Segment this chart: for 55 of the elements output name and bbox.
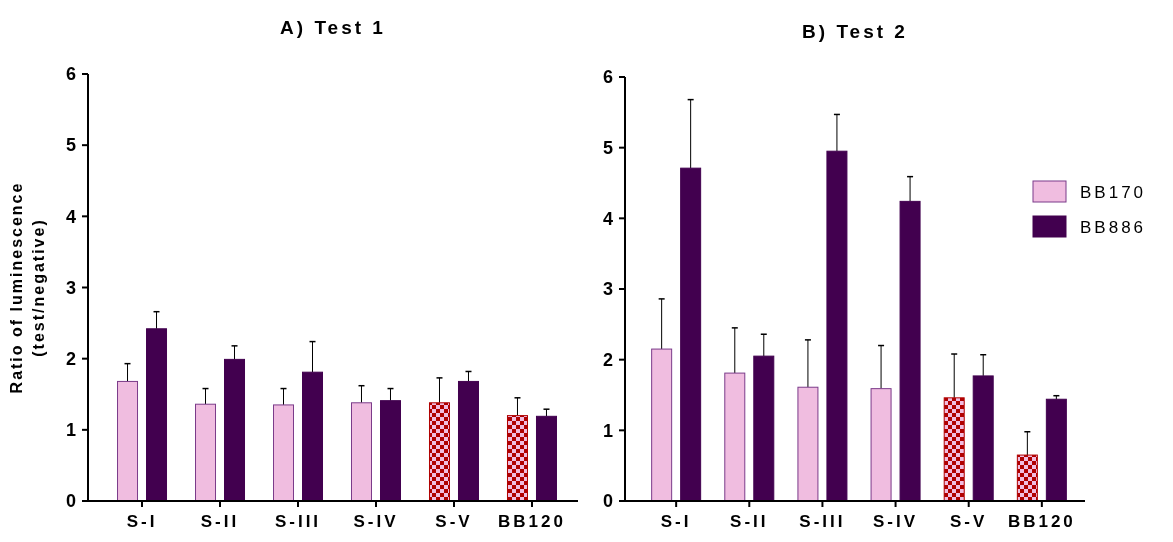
x-tick-label: S-V (435, 512, 473, 531)
bar (870, 388, 892, 502)
legend-label: BB886 (1080, 217, 1147, 237)
x-tick-label: S-V (950, 512, 988, 531)
x-tick-label: BB120 (498, 512, 566, 531)
x-tick-label: S-IV (353, 512, 399, 531)
x-tick-label: S-IV (873, 512, 919, 531)
y-tick-label: 2 (65, 348, 76, 369)
bar (899, 200, 921, 502)
bar (943, 397, 965, 502)
x-tick-label: S-III (274, 512, 322, 531)
bar (380, 400, 401, 502)
chart-title: A) Test 1 (280, 17, 386, 38)
bar (535, 415, 557, 502)
x-tick-label: S-II (730, 512, 769, 531)
bar (651, 348, 673, 502)
bar (195, 403, 217, 502)
y-tick-label: 4 (65, 206, 76, 227)
bar (972, 375, 994, 502)
bar (146, 328, 168, 502)
y-tick-label: 4 (602, 208, 613, 229)
bar (1045, 398, 1067, 502)
x-tick-label: S-I (126, 512, 158, 531)
bar (753, 355, 775, 502)
x-tick-label: S-I (660, 512, 692, 531)
x-tick-label: S-II (200, 512, 240, 531)
bar (273, 404, 294, 502)
y-tick-label: 6 (65, 64, 76, 85)
y-tick-label: 3 (65, 277, 76, 298)
bar (302, 371, 323, 502)
bar (428, 402, 450, 502)
y-tick-label: 1 (65, 420, 76, 441)
y-tick-label: 2 (602, 349, 613, 370)
y-axis-title: Ratio of luminescence (test/negative) (8, 181, 47, 394)
y-tick-label: 0 (65, 491, 76, 512)
y-tick-label: 0 (602, 491, 613, 512)
bar (1016, 454, 1038, 502)
bar (351, 402, 372, 502)
bar (506, 415, 528, 502)
bar (224, 358, 246, 502)
bar (680, 167, 702, 502)
x-tick-label: BB120 (1007, 512, 1076, 531)
bar (826, 150, 848, 502)
bar (797, 386, 819, 502)
y-tick-label: 6 (602, 67, 613, 88)
y-tick-label: 5 (602, 137, 613, 158)
y-tick-label: 5 (65, 135, 76, 156)
bar (117, 380, 139, 502)
bar (724, 372, 746, 502)
y-tick-label: 1 (602, 420, 613, 441)
legend-label: BB170 (1080, 182, 1147, 202)
y-tick-label: 3 (602, 279, 613, 300)
x-tick-label: S-III (799, 512, 846, 531)
bar (457, 380, 479, 502)
chart-title: B) Test 2 (802, 21, 908, 42)
